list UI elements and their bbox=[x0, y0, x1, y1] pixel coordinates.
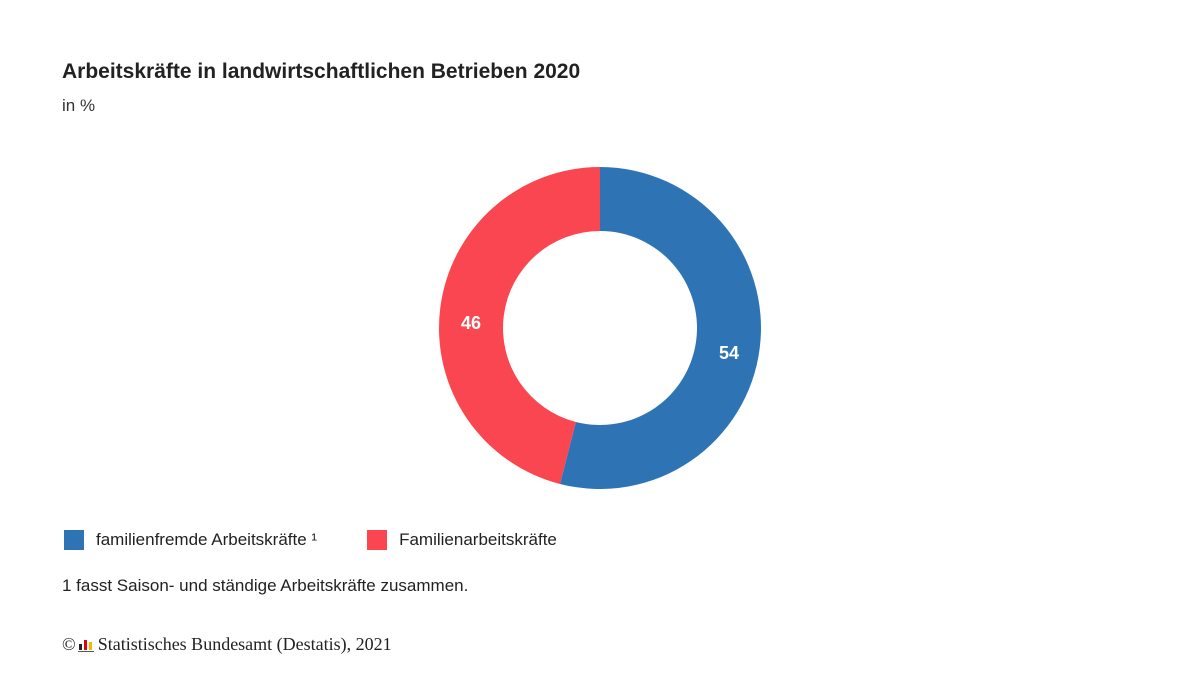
chart-subtitle: in % bbox=[62, 96, 96, 115]
legend-item-familien[interactable]: Familienarbeitskräfte bbox=[367, 530, 557, 550]
copyright-icon: © bbox=[62, 634, 76, 654]
destatis-logo-icon bbox=[77, 638, 94, 652]
source-text: Statistisches Bundesamt (Destatis), 2021 bbox=[97, 634, 392, 654]
legend-swatch-blue bbox=[64, 530, 84, 550]
donut-labels: 54 46 bbox=[461, 313, 739, 363]
legend: familienfremde Arbeitskräfte ¹ Familiena… bbox=[64, 530, 607, 550]
legend-label: Familienarbeitskräfte bbox=[399, 530, 557, 549]
legend-swatch-red bbox=[367, 530, 388, 550]
footnote: 1 fasst Saison- und ständige Arbeitskräf… bbox=[62, 576, 469, 595]
chart-title: Arbeitskräfte in landwirtschaftlichen Be… bbox=[62, 60, 581, 83]
slice-data-label-1: 46 bbox=[461, 313, 481, 333]
donut-slice-1[interactable] bbox=[438, 167, 600, 484]
source-line: © Statistisches Bundesamt (Destatis), 20… bbox=[62, 634, 392, 655]
legend-item-familienfremde[interactable]: familienfremde Arbeitskräfte ¹ bbox=[64, 530, 317, 550]
slice-data-label-0: 54 bbox=[719, 343, 739, 363]
donut-slice-0[interactable] bbox=[559, 167, 761, 489]
donut-slices bbox=[438, 167, 761, 489]
legend-label: familienfremde Arbeitskräfte ¹ bbox=[96, 530, 318, 549]
